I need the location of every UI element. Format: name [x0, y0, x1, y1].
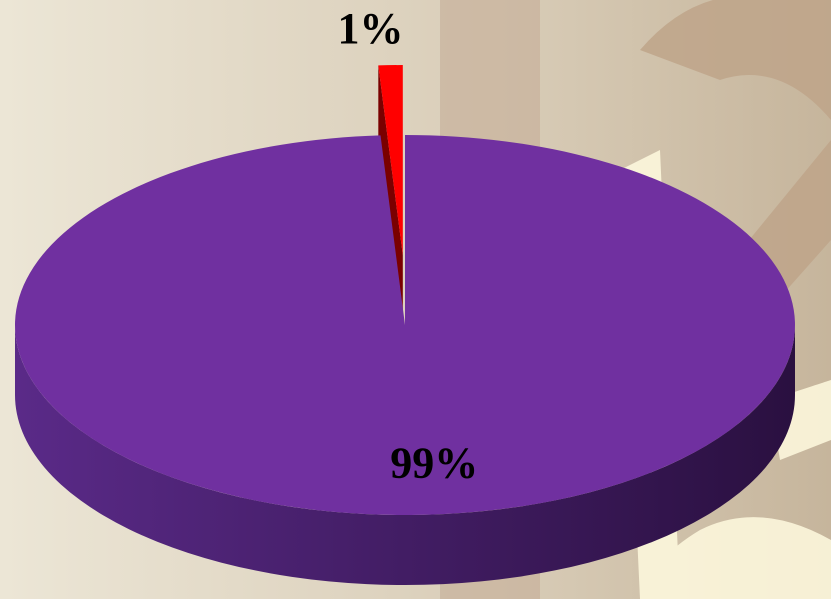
- pie: 1% 99%: [15, 4, 796, 585]
- pie-slice-side: [15, 325, 795, 585]
- pie-slice: [378, 65, 403, 256]
- data-label: 99%: [390, 439, 478, 488]
- pie-slice-cut: [378, 65, 403, 326]
- pie-slice: [15, 135, 796, 516]
- data-label: 1%: [338, 4, 404, 53]
